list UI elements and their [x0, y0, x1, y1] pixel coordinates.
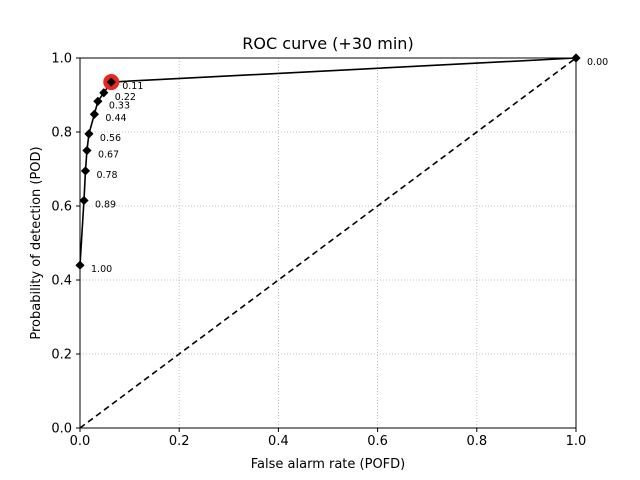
x-tick-label: 0.8 [466, 434, 487, 449]
roc-point-marker [84, 129, 94, 139]
x-tick-label: 1.0 [566, 434, 587, 449]
roc-point-marker [93, 96, 103, 106]
roc-markers [75, 53, 581, 270]
x-tick-label: 0.4 [268, 434, 289, 449]
threshold-label: 0.44 [105, 113, 126, 124]
x-tick-label: 0.2 [169, 434, 190, 449]
threshold-label: 0.22 [115, 92, 136, 103]
y-tick-label: 0.0 [51, 422, 72, 437]
roc-point-marker [80, 166, 91, 176]
x-axis-label: False alarm rate (POFD) [251, 457, 405, 472]
axis-ticks: 0.0 0.2 0.4 0.6 0.8 1.0 0.0 0.2 0.4 0.6 0.8 1.0 [51, 52, 586, 450]
roc-point-marker [99, 88, 109, 98]
threshold-label: 0.00 [587, 57, 608, 68]
threshold-label: 0.67 [98, 150, 119, 161]
roc-point-marker [89, 109, 99, 119]
y-tick-label: 0.6 [51, 200, 72, 215]
threshold-label: 0.78 [96, 170, 117, 181]
threshold-label: 0.56 [100, 133, 121, 144]
y-axis-label: Probability of detection (POD) [29, 146, 44, 339]
y-tick-label: 0.8 [51, 126, 72, 141]
roc-point-marker [79, 195, 89, 206]
plot-frame [79, 57, 577, 429]
roc-point-marker [82, 145, 92, 156]
chart-title: ROC curve (+30 min) [242, 34, 413, 53]
y-tick-label: 0.4 [51, 274, 72, 289]
reference-diagonal [79, 57, 577, 429]
threshold-label: 1.00 [91, 264, 112, 275]
threshold-labels: 1.00 0.89 0.78 0.67 0.56 0.44 0.330.220.11 0.00 [91, 57, 608, 275]
x-tick-label: 0.0 [70, 434, 91, 449]
threshold-label: 0.89 [95, 199, 116, 210]
x-tick-label: 0.6 [367, 434, 388, 449]
y-tick-label: 0.2 [51, 348, 72, 363]
y-tick-label: 1.0 [51, 52, 72, 67]
threshold-label: 0.33 [109, 100, 130, 111]
diagonal-line [79, 57, 577, 429]
roc-point-marker [106, 77, 116, 87]
threshold-label: 0.11 [122, 81, 143, 92]
